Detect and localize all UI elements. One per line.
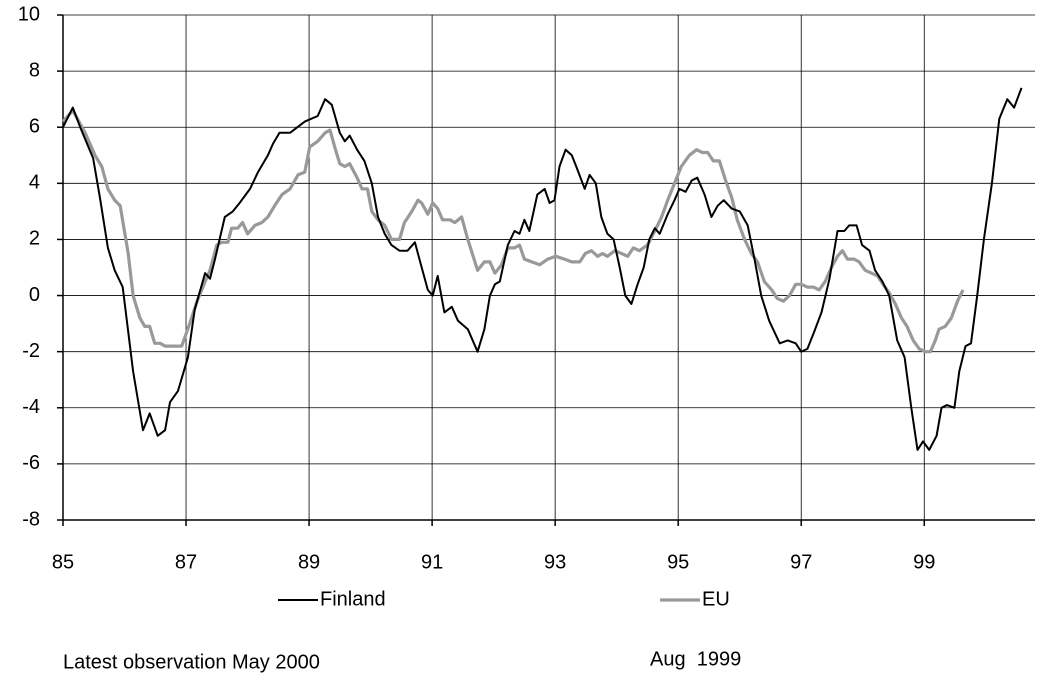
y-tick-label: -4 [22,396,40,418]
legend-label: EU [702,588,730,610]
annotation: Latest observation May 2000 [63,651,320,673]
series-line [62,87,1023,451]
y-tick-label: 10 [18,3,40,25]
y-tick-label: 4 [29,172,40,194]
y-tick-label: -8 [22,508,40,530]
y-tick-label: 2 [29,228,40,250]
x-tick-label: 87 [175,551,197,573]
x-tick-label: 97 [790,551,812,573]
x-tick-label: 89 [298,551,320,573]
legend-label: Finland [320,588,386,610]
y-tick-label: 8 [29,59,40,81]
series-line [61,108,965,354]
x-tick-label: 95 [667,551,689,573]
x-tick-label: 85 [52,551,74,573]
annotation: Aug 1999 [650,648,741,670]
x-tick-label: 99 [913,551,935,573]
y-tick-label: -6 [22,452,40,474]
x-tick-label: 93 [544,551,566,573]
x-tick-label: 91 [421,551,443,573]
y-tick-label: 6 [29,116,40,138]
y-tick-label: -2 [22,340,40,362]
y-tick-label: 0 [29,284,40,306]
